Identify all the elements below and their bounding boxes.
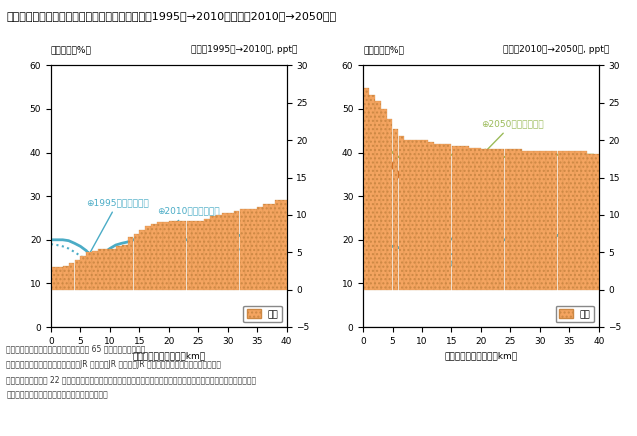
Legend: 変化: 変化 <box>555 306 594 323</box>
Bar <box>510 149 516 290</box>
Bar <box>69 263 75 290</box>
Bar <box>440 144 445 290</box>
Text: ⊕2010年の高齢化率: ⊕2010年の高齢化率 <box>434 245 496 268</box>
Bar <box>493 149 499 290</box>
Bar <box>546 151 552 290</box>
Bar <box>522 151 528 290</box>
Bar <box>457 146 463 290</box>
Bar <box>422 140 428 290</box>
Bar <box>269 204 275 290</box>
Bar <box>187 221 192 290</box>
Bar <box>104 249 110 290</box>
Bar <box>116 246 122 290</box>
Text: ⊕1995年の高齢化率: ⊕1995年の高齢化率 <box>87 198 149 255</box>
Text: ⊕2010年の高齢化率: ⊕2010年の高齢化率 <box>157 207 220 232</box>
Bar <box>222 213 227 290</box>
Bar <box>446 144 452 290</box>
Bar <box>428 142 434 290</box>
Bar <box>110 249 116 290</box>
Bar <box>416 140 422 290</box>
X-axis label: 都市中心からの距離（km）: 都市中心からの距離（km） <box>132 351 205 360</box>
Text: 注）　１．高齢化率は各距離帯における 65 歳以上人口の比率。: 注） １．高齢化率は各距離帯における 65 歳以上人口の比率。 <box>6 344 146 354</box>
Bar <box>552 151 557 290</box>
Bar <box>581 151 587 290</box>
Bar <box>387 119 392 290</box>
Bar <box>75 260 80 290</box>
Bar <box>240 209 245 290</box>
Text: 高齢化率（%）: 高齢化率（%） <box>363 45 404 54</box>
Bar <box>228 213 234 290</box>
Bar <box>92 251 98 290</box>
Bar <box>63 266 69 290</box>
Bar <box>151 224 157 290</box>
Bar <box>587 153 593 290</box>
Bar <box>381 109 387 290</box>
Legend: 変化: 変化 <box>243 306 282 323</box>
Bar <box>57 267 62 290</box>
Text: をもとに三井住友トラスト基礎研究所作成: をもとに三井住友トラスト基礎研究所作成 <box>6 390 108 399</box>
Bar <box>528 151 534 290</box>
Bar <box>263 204 269 290</box>
Bar <box>127 237 133 290</box>
Bar <box>210 216 216 290</box>
Bar <box>140 230 145 290</box>
Bar <box>369 95 375 290</box>
Bar <box>252 209 257 290</box>
Bar <box>363 88 369 290</box>
Bar <box>275 200 281 290</box>
Text: 変化（2010年→2050年, ppt）: 変化（2010年→2050年, ppt） <box>503 45 610 54</box>
Text: 東京圈の距離帯による高齢化率とその変化（左：1995年→2010年、右：2010年→2050年）: 東京圈の距離帯による高齢化率とその変化（左：1995年→2010年、右：2010… <box>6 11 336 21</box>
Bar <box>87 252 92 290</box>
Bar <box>564 151 569 290</box>
Bar <box>487 149 492 290</box>
Bar <box>505 149 510 290</box>
Bar <box>98 249 104 290</box>
Bar <box>452 146 457 290</box>
Bar <box>569 151 575 290</box>
Bar <box>192 221 198 290</box>
Bar <box>463 146 469 290</box>
Bar <box>175 221 180 290</box>
Bar <box>198 221 204 290</box>
Bar <box>399 136 404 290</box>
Text: 高齢化率（%）: 高齢化率（%） <box>51 45 92 54</box>
Bar <box>404 140 410 290</box>
Text: ⊕2050年の高齢化率: ⊕2050年の高齢化率 <box>481 119 543 153</box>
Bar <box>575 151 581 290</box>
Bar <box>475 148 481 290</box>
Bar <box>392 129 398 290</box>
Bar <box>122 245 127 290</box>
Bar <box>157 222 163 290</box>
Bar <box>216 215 222 290</box>
Text: 変化（1995年→2010年, ppt）: 変化（1995年→2010年, ppt） <box>191 45 297 54</box>
Bar <box>134 234 140 290</box>
Bar <box>375 101 381 290</box>
Bar <box>169 221 175 290</box>
Bar <box>517 149 522 290</box>
Bar <box>145 226 151 290</box>
Bar <box>499 149 505 290</box>
Bar <box>557 151 563 290</box>
Bar <box>481 149 487 290</box>
Bar <box>469 148 475 290</box>
Bar <box>245 209 251 290</box>
Text: 出所）総務省「平成 22 年国勢調査」「平成７年国勢調査」、国土交通省「国土数値情報（将来推計人口メッシュ）」: 出所）総務省「平成 22 年国勢調査」「平成７年国勢調査」、国土交通省「国土数値… <box>6 375 257 384</box>
Bar <box>534 151 540 290</box>
Bar <box>410 140 416 290</box>
X-axis label: 都市中心からの距離（km）: 都市中心からの距離（km） <box>445 351 517 360</box>
Bar <box>540 151 546 290</box>
Bar <box>257 208 263 290</box>
Text: ２．都市中心からの距離は、JR 東京駅、JR 新宿駅、JR 渋谷駅までの最短直線距離を表す。: ２．都市中心からの距離は、JR 東京駅、JR 新宿駅、JR 渋谷駅までの最短直線… <box>6 360 222 369</box>
Bar <box>163 222 169 290</box>
Bar <box>181 221 187 290</box>
Bar <box>80 256 86 290</box>
Bar <box>281 200 287 290</box>
Bar <box>234 211 240 290</box>
Bar <box>593 153 599 290</box>
Bar <box>434 144 440 290</box>
Bar <box>204 218 210 290</box>
Bar <box>51 267 57 290</box>
